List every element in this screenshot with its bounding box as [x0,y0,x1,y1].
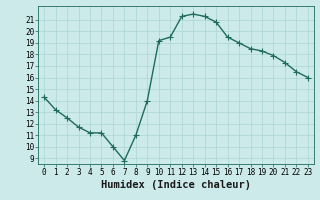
X-axis label: Humidex (Indice chaleur): Humidex (Indice chaleur) [101,180,251,190]
